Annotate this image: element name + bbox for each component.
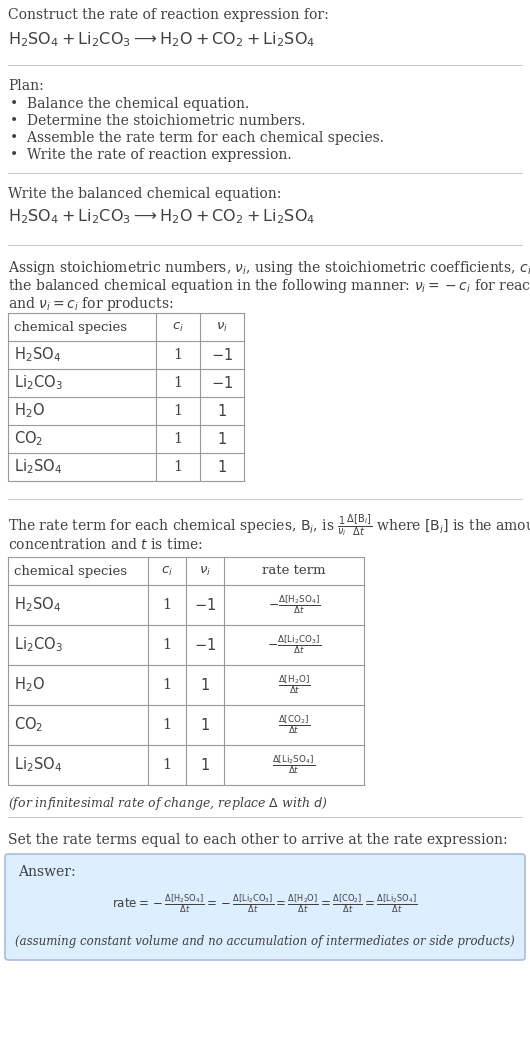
Text: •  Write the rate of reaction expression.: • Write the rate of reaction expression. <box>10 147 292 162</box>
Text: (for infinitesimal rate of change, replace $\Delta$ with $d$): (for infinitesimal rate of change, repla… <box>8 795 328 812</box>
Text: $\mathrm{H_2O}$: $\mathrm{H_2O}$ <box>14 676 45 695</box>
Text: $1$: $1$ <box>217 431 227 447</box>
Text: $\mathrm{H_2SO_4 + Li_2CO_3 \longrightarrow H_2O + CO_2 + Li_2SO_4}$: $\mathrm{H_2SO_4 + Li_2CO_3 \longrightar… <box>8 207 315 226</box>
Text: Answer:: Answer: <box>18 865 76 879</box>
Text: $\mathrm{Li_2SO_4}$: $\mathrm{Li_2SO_4}$ <box>14 755 62 774</box>
Text: $1$: $1$ <box>200 677 210 693</box>
Text: •  Assemble the rate term for each chemical species.: • Assemble the rate term for each chemic… <box>10 131 384 145</box>
Text: 1: 1 <box>162 638 172 652</box>
Text: 1: 1 <box>173 376 182 390</box>
Text: (assuming constant volume and no accumulation of intermediates or side products): (assuming constant volume and no accumul… <box>15 935 515 948</box>
Text: •  Determine the stoichiometric numbers.: • Determine the stoichiometric numbers. <box>10 114 305 128</box>
Text: 1: 1 <box>173 460 182 474</box>
Text: $-1$: $-1$ <box>211 376 233 391</box>
Text: •  Balance the chemical equation.: • Balance the chemical equation. <box>10 97 249 111</box>
Text: $\mathrm{H_2SO_4}$: $\mathrm{H_2SO_4}$ <box>14 595 61 614</box>
Text: $\frac{\Delta[\mathrm{H_2O}]}{\Delta t}$: $\frac{\Delta[\mathrm{H_2O}]}{\Delta t}$ <box>278 674 310 697</box>
Text: $\frac{\Delta[\mathrm{Li_2SO_4}]}{\Delta t}$: $\frac{\Delta[\mathrm{Li_2SO_4}]}{\Delta… <box>272 754 315 776</box>
Text: $-1$: $-1$ <box>194 597 216 613</box>
Text: $\mathrm{rate} = -\frac{\Delta[\mathrm{H_2SO_4}]}{\Delta t} = -\frac{\Delta[\mat: $\mathrm{rate} = -\frac{\Delta[\mathrm{H… <box>112 893 418 915</box>
Text: the balanced chemical equation in the following manner: $\nu_i = -c_i$ for react: the balanced chemical equation in the fo… <box>8 277 530 295</box>
Text: 1: 1 <box>162 758 172 772</box>
Text: 1: 1 <box>173 404 182 418</box>
Text: $\frac{\Delta[\mathrm{CO_2}]}{\Delta t}$: $\frac{\Delta[\mathrm{CO_2}]}{\Delta t}$ <box>278 713 310 736</box>
Text: $1$: $1$ <box>217 403 227 419</box>
Text: Write the balanced chemical equation:: Write the balanced chemical equation: <box>8 187 281 201</box>
Text: $c_i$: $c_i$ <box>161 565 173 577</box>
Text: $1$: $1$ <box>200 757 210 773</box>
Text: concentration and $t$ is time:: concentration and $t$ is time: <box>8 537 203 552</box>
Text: and $\nu_i = c_i$ for products:: and $\nu_i = c_i$ for products: <box>8 295 173 313</box>
Text: $1$: $1$ <box>200 717 210 733</box>
Text: $1$: $1$ <box>217 459 227 475</box>
Text: $\mathrm{Li_2SO_4}$: $\mathrm{Li_2SO_4}$ <box>14 458 62 476</box>
Text: $-1$: $-1$ <box>211 347 233 363</box>
Text: chemical species: chemical species <box>14 565 127 577</box>
Text: $-\frac{\Delta[\mathrm{Li_2CO_3}]}{\Delta t}$: $-\frac{\Delta[\mathrm{Li_2CO_3}]}{\Delt… <box>267 634 321 656</box>
Text: 1: 1 <box>173 432 182 446</box>
Text: $\mathrm{Li_2CO_3}$: $\mathrm{Li_2CO_3}$ <box>14 636 63 655</box>
Text: $\mathrm{CO_2}$: $\mathrm{CO_2}$ <box>14 715 43 734</box>
Text: Set the rate terms equal to each other to arrive at the rate expression:: Set the rate terms equal to each other t… <box>8 833 508 847</box>
Text: The rate term for each chemical species, $\mathrm{B}_i$, is $\frac{1}{\nu_i}\fra: The rate term for each chemical species,… <box>8 513 530 539</box>
Text: Assign stoichiometric numbers, $\nu_i$, using the stoichiometric coefficients, $: Assign stoichiometric numbers, $\nu_i$, … <box>8 259 530 277</box>
Text: $\mathrm{H_2O}$: $\mathrm{H_2O}$ <box>14 402 45 420</box>
Text: Construct the rate of reaction expression for:: Construct the rate of reaction expressio… <box>8 8 329 22</box>
Text: 1: 1 <box>162 718 172 732</box>
FancyBboxPatch shape <box>5 854 525 960</box>
Text: $-\frac{\Delta[\mathrm{H_2SO_4}]}{\Delta t}$: $-\frac{\Delta[\mathrm{H_2SO_4}]}{\Delta… <box>268 594 320 616</box>
Text: $\mathrm{H_2SO_4 + Li_2CO_3 \longrightarrow H_2O + CO_2 + Li_2SO_4}$: $\mathrm{H_2SO_4 + Li_2CO_3 \longrightar… <box>8 30 315 49</box>
Text: Plan:: Plan: <box>8 79 44 93</box>
Text: rate term: rate term <box>262 565 326 577</box>
Text: $-1$: $-1$ <box>194 637 216 653</box>
Text: $\mathrm{CO_2}$: $\mathrm{CO_2}$ <box>14 430 43 449</box>
Text: $\nu_i$: $\nu_i$ <box>199 565 211 577</box>
Text: chemical species: chemical species <box>14 320 127 334</box>
Text: 1: 1 <box>173 348 182 362</box>
Text: 1: 1 <box>162 598 172 612</box>
Text: 1: 1 <box>162 678 172 692</box>
Text: $\mathrm{Li_2CO_3}$: $\mathrm{Li_2CO_3}$ <box>14 373 63 392</box>
Text: $c_i$: $c_i$ <box>172 320 184 334</box>
Text: $\nu_i$: $\nu_i$ <box>216 320 228 334</box>
Text: $\mathrm{H_2SO_4}$: $\mathrm{H_2SO_4}$ <box>14 345 61 364</box>
